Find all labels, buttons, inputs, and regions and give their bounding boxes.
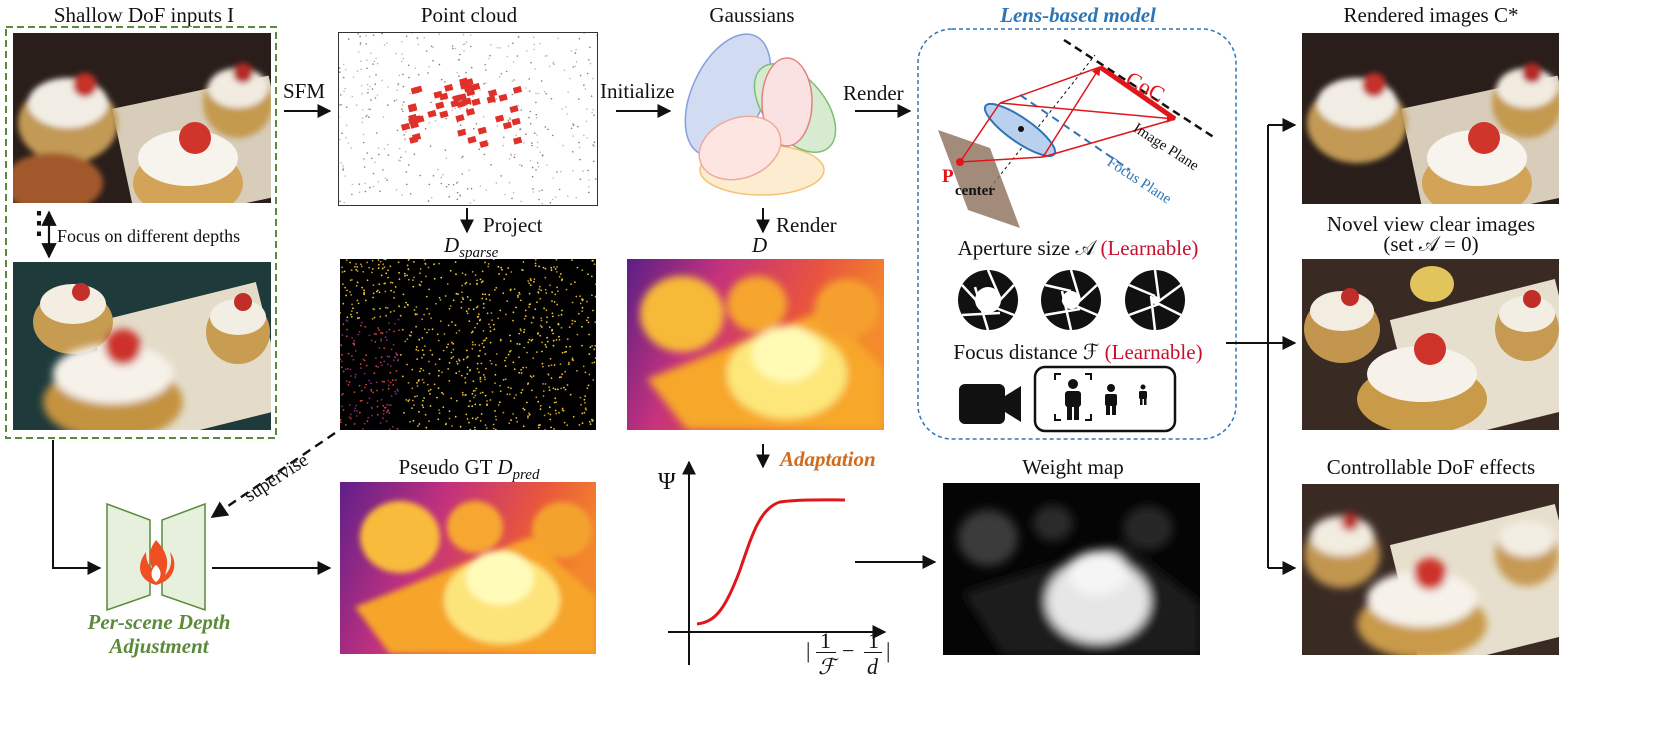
input-image-1 (13, 33, 271, 203)
lens-model-title: Lens-based model (1000, 3, 1156, 27)
pseudo-gt-depth-image (340, 482, 596, 654)
person-icon (1105, 384, 1117, 415)
person-small-icon (1139, 384, 1147, 405)
controllable-dof-title: Controllable DoF effects (1326, 455, 1536, 479)
pointcloud-title: Point cloud (420, 3, 518, 27)
lens-model-box (917, 28, 1237, 440)
initialize-label: Initialize (600, 79, 675, 103)
focus-plane-line (1019, 94, 1131, 171)
focus-distance-label: Focus distance ℱ (Learnable) (953, 340, 1203, 364)
controllable-dof-image (1302, 484, 1559, 655)
novel-view-title-1: Novel view clear images (1326, 212, 1536, 236)
weight-map-title: Weight map (1022, 455, 1124, 479)
gaussians-title: Gaussians (709, 3, 795, 27)
image-plane-line (1063, 38, 1216, 140)
focus-subjects-box (1033, 365, 1177, 433)
project-label: Project (483, 213, 543, 237)
aperture-icons (958, 269, 1185, 331)
depth-adjust-line2: Adjustment (109, 634, 209, 658)
adaptation-graph (668, 460, 887, 665)
sfm-label: SFM (283, 79, 326, 103)
inputs-group-box (5, 26, 277, 439)
input-to-adjust-arrow (52, 440, 102, 575)
point-cloud-image (338, 32, 598, 206)
flame-icon (140, 540, 175, 585)
dsparse-label: Dsparse (444, 233, 499, 262)
d-label: D (752, 233, 768, 257)
point-p-label: P (942, 166, 954, 187)
center-label: center (955, 183, 995, 199)
inputs-title: Shallow DoF inputs I (53, 3, 235, 27)
rendered-depth-image (627, 259, 884, 430)
adaptation-label: Adaptation (780, 447, 876, 471)
source-image-plane (938, 130, 1020, 228)
depth-adjust-line1: Per-scene Depth (87, 610, 231, 634)
novel-view-clear-image (1302, 259, 1559, 430)
rendered-images-title: Rendered images C* (1343, 3, 1519, 27)
video-camera-icon (959, 384, 1021, 424)
lens-diagram (938, 38, 1216, 228)
person-focus-icon (1054, 373, 1092, 421)
novel-view-title-2: (set 𝒜 = 0) (1383, 232, 1479, 256)
rendered-image (1302, 33, 1559, 204)
psi-axis-label: Ψ (658, 469, 676, 495)
depth-adjust-network (106, 502, 206, 612)
input-image-2 (13, 262, 271, 430)
focus-depths-note: Focus on different depths (57, 226, 241, 246)
sigmoid-curve (696, 498, 846, 626)
sparse-depth-image (340, 259, 596, 430)
gaussians-illustration (684, 33, 837, 196)
weight-map-image (943, 483, 1200, 655)
coc-segment (1098, 64, 1177, 122)
aperture-size-label: Aperture size 𝒜 (Learnable) (957, 236, 1199, 260)
supervise-arrow (210, 432, 336, 518)
pseudo-gt-title: Pseudo GT Dpred (398, 455, 540, 484)
render-label-top: Render (843, 81, 904, 105)
render-label-mid: Render (776, 213, 837, 237)
